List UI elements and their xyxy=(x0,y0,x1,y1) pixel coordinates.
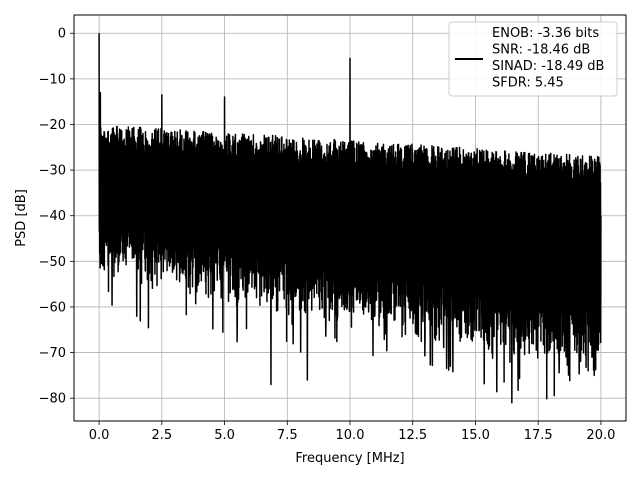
y-tick-label: −10 xyxy=(39,72,66,87)
y-tick-label: −70 xyxy=(39,346,66,361)
legend-box xyxy=(448,21,618,97)
y-tick-label: −20 xyxy=(39,118,66,133)
legend-entry-sfdr: SFDR: 5.45 xyxy=(492,76,564,91)
x-tick-label: 5.0 xyxy=(214,428,235,443)
x-tick-label: 0.0 xyxy=(89,428,110,443)
legend-entry-enob: ENOB: -3.36 bits xyxy=(492,26,599,41)
x-tick-label: 15.0 xyxy=(461,428,490,443)
x-tick-label: 17.5 xyxy=(524,428,553,443)
y-tick-label: −80 xyxy=(39,392,66,407)
y-tick-label: 0 xyxy=(58,27,66,42)
x-tick-label: 20.0 xyxy=(586,428,615,443)
axis-ticks: 0.0 2.5 5.0 7.5 10.0 12.5 15.0 17.5 20.0 0 −10 −20 −… xyxy=(39,27,616,443)
psd-line xyxy=(98,33,602,404)
y-tick-label: −30 xyxy=(39,164,66,179)
y-tick-label: −60 xyxy=(39,300,66,315)
legend-entry-snr: SNR: -18.46 dB xyxy=(492,43,590,58)
y-axis-label: PSD [dB] xyxy=(14,189,29,247)
x-axis-label: Frequency [MHz] xyxy=(295,451,404,466)
x-tick-label: 10.0 xyxy=(336,428,365,443)
y-tick-label: −50 xyxy=(39,255,66,270)
legend: ENOB: -3.36 bits SNR: -18.46 dB SINAD: -… xyxy=(448,21,618,97)
x-tick-label: 2.5 xyxy=(151,428,172,443)
x-tick-label: 7.5 xyxy=(277,428,298,443)
psd-series xyxy=(98,33,602,404)
y-tick-label: −40 xyxy=(39,209,66,224)
x-tick-label: 12.5 xyxy=(398,428,427,443)
legend-entry-sinad: SINAD: -18.49 dB xyxy=(492,59,604,74)
